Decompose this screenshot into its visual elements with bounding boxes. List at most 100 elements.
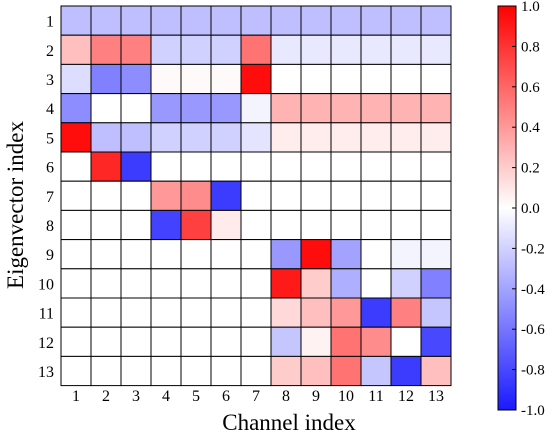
heatmap-cell-r4-c3	[120, 93, 152, 124]
heatmap-cell-r1-c4	[150, 5, 182, 36]
heatmap-cell-r8-c3	[120, 209, 152, 241]
heatmap-cell-r10-c5	[180, 268, 212, 299]
heatmap-cell-r12-c6	[210, 326, 242, 357]
heatmap-cell-r7-c12	[390, 180, 422, 211]
heatmap-cell-r2-c11	[360, 34, 392, 65]
colorbar-tick-label-1: 1.0	[521, 0, 540, 15]
x-tick-label-11: 11	[368, 388, 383, 405]
heatmap-cell-r8-c9	[300, 209, 332, 241]
heatmap-cell-r5-c8	[270, 122, 302, 153]
heatmap-cell-r12-c3	[120, 326, 152, 357]
heatmap-cell-r9-c13	[420, 239, 452, 270]
heatmap-cell-r2-c12	[390, 34, 422, 65]
x-tick-label-1: 1	[72, 388, 80, 405]
heatmap-cell-r10-c4	[150, 268, 182, 299]
heatmap-cell-r6-c5	[180, 151, 212, 182]
heatmap-cell-r2-c7	[240, 34, 272, 65]
heatmap-cell-r1-c3	[120, 5, 152, 36]
heatmap-cell-r3-c3	[120, 63, 152, 95]
heatmap-cell-r6-c4	[150, 151, 182, 182]
heatmap-cell-r3-c8	[270, 63, 302, 95]
heatmap-cell-r13-c2	[90, 355, 122, 387]
heatmap-cell-r3-c9	[300, 63, 332, 95]
heatmap-cell-r13-c10	[330, 355, 362, 387]
heatmap-cell-r12-c2	[90, 326, 122, 357]
x-tick-label-7: 7	[252, 388, 260, 405]
heatmap-cell-r11-c4	[150, 297, 182, 328]
heatmap-cell-r5-c13	[420, 122, 452, 153]
heatmap-cell-r8-c5	[180, 209, 212, 241]
heatmap-cell-r12-c8	[270, 326, 302, 357]
heatmap-cell-r1-c12	[390, 5, 422, 36]
heatmap-cell-r4-c6	[210, 93, 242, 124]
heatmap-cell-r6-c9	[300, 151, 332, 182]
heatmap-cell-r6-c11	[360, 151, 392, 182]
colorbar-tick-label-6: 0.0	[521, 201, 540, 217]
heatmap-cell-r11-c6	[210, 297, 242, 328]
heatmap-cell-r13-c6	[210, 355, 242, 387]
heatmap-cell-r10-c11	[360, 268, 392, 299]
heatmap-cell-r7-c7	[240, 180, 272, 211]
heatmap-cell-r9-c1	[60, 239, 92, 270]
heatmap-cell-r5-c3	[120, 122, 152, 153]
heatmap-cell-r6-c2	[90, 151, 122, 182]
colorbar-tick-label-7: -0.2	[521, 241, 545, 257]
heatmap-cell-r10-c7	[240, 268, 272, 299]
heatmap-cell-r13-c12	[390, 355, 422, 387]
heatmap-cell-r6-c7	[240, 151, 272, 182]
heatmap-cell-r3-c10	[330, 63, 362, 95]
x-tick-label-13: 13	[428, 388, 444, 405]
colorbar-tick-labels: 1.0 0.8 0.6 0.4 0.2 0.0 -0.2 -0.4 -0.6 -0.8 -1.0	[512, 0, 545, 419]
colorbar-tick-label-5: 0.2	[521, 161, 540, 177]
heatmap-cell-r9-c4	[150, 239, 182, 270]
heatmap-cell-r12-c4	[150, 326, 182, 357]
heatmap-cell-r13-c1	[60, 355, 92, 387]
y-tick-label-3: 3	[46, 72, 54, 89]
heatmap-cell-r5-c6	[210, 122, 242, 153]
heatmap-cell-r10-c8	[270, 268, 302, 299]
heatmap-cell-r12-c12	[390, 326, 422, 357]
heatmap-cell-r6-c12	[390, 151, 422, 182]
heatmap-cell-r2-c10	[330, 34, 362, 65]
heatmap-cell-r13-c4	[150, 355, 182, 387]
heatmap-cell-r7-c3	[120, 180, 152, 211]
heatmap-cell-r4-c5	[180, 93, 212, 124]
y-tick-label-12: 12	[38, 335, 54, 352]
heatmap-cell-r6-c8	[270, 151, 302, 182]
heatmap-cell-r12-c9	[300, 326, 332, 357]
x-tick-label-8: 8	[282, 388, 290, 405]
heatmap-cell-r2-c3	[120, 34, 152, 65]
heatmap-cell-r13-c3	[120, 355, 152, 387]
y-axis-label: Eigenvector index	[3, 121, 28, 289]
heatmap-cell-r3-c4	[150, 63, 182, 95]
heatmap-cell-r11-c7	[240, 297, 272, 328]
heatmap-cell-r4-c8	[270, 93, 302, 124]
heatmap-cell-r5-c9	[300, 122, 332, 153]
heatmap-cell-r3-c13	[420, 63, 452, 95]
colorbar-tick-label-2: 0.8	[521, 39, 540, 55]
colorbar-tick-label-8: -0.4	[521, 282, 545, 298]
colorbar-tick-label-11: -1.0	[521, 403, 545, 419]
heatmap-cell-r7-c11	[360, 180, 392, 211]
x-tick-label-5: 5	[192, 388, 200, 405]
x-tick-label-12: 12	[398, 388, 414, 405]
heatmap-cell-r7-c13	[420, 180, 452, 211]
x-tick-label-4: 4	[162, 388, 170, 405]
heatmap-cell-r2-c1	[60, 34, 92, 65]
y-tick-label-2: 2	[46, 43, 54, 60]
heatmap-cell-r12-c13	[420, 326, 452, 357]
heatmap-cell-r11-c9	[300, 297, 332, 328]
heatmap-cell-r8-c13	[420, 209, 452, 241]
y-tick-label-1: 1	[46, 14, 54, 31]
heatmap-cell-r6-c10	[330, 151, 362, 182]
heatmap-cell-r9-c11	[360, 239, 392, 270]
heatmap-cell-r1-c7	[240, 5, 272, 36]
heatmap-cell-r11-c8	[270, 297, 302, 328]
heatmap-cell-r13-c9	[300, 355, 332, 387]
heatmap-cell-r7-c6	[210, 180, 242, 211]
heatmap-cell-r10-c6	[210, 268, 242, 299]
heatmap-cell-r10-c1	[60, 268, 92, 299]
heatmap-cell-r2-c9	[300, 34, 332, 65]
heatmap-cell-r6-c1	[60, 151, 92, 182]
